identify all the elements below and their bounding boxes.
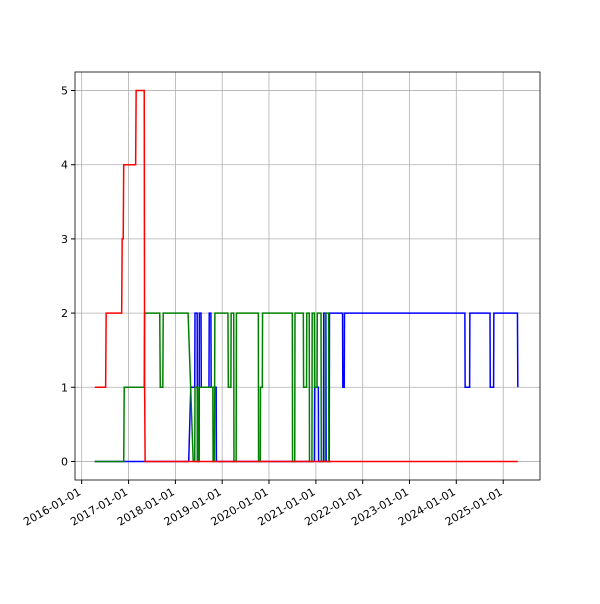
series-line — [94, 89, 518, 463]
y-tick-label: 5 — [61, 85, 68, 98]
y-tick-label: 4 — [61, 159, 68, 172]
y-tick-label: 0 — [61, 455, 68, 468]
y-tick-label: 3 — [61, 233, 68, 246]
series-line — [94, 312, 332, 463]
y-tick-label: 1 — [61, 381, 68, 394]
plot-frame — [74, 71, 541, 481]
y-tick-label: 2 — [61, 307, 68, 320]
